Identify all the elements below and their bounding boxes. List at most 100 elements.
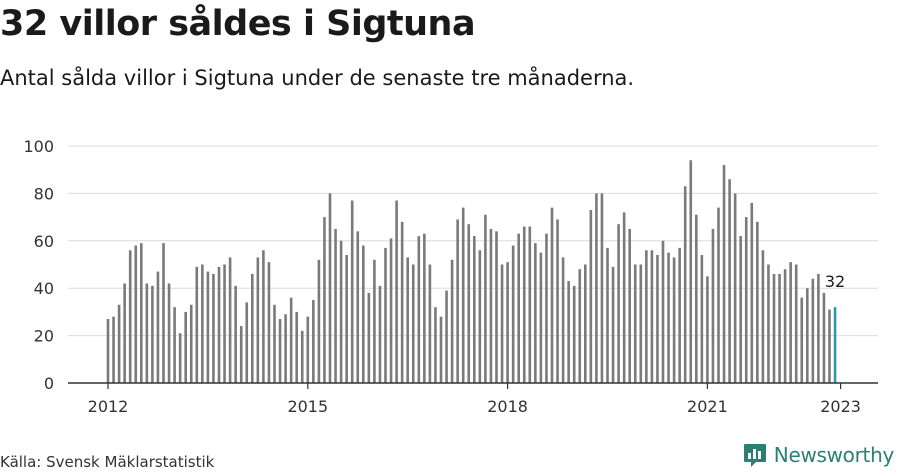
bar	[400, 221, 404, 383]
bar	[767, 264, 770, 383]
bar	[356, 231, 360, 383]
bar	[539, 252, 543, 383]
bar	[806, 288, 809, 383]
bar	[234, 285, 237, 383]
bar	[212, 273, 215, 383]
data-label-last: 32	[825, 272, 845, 291]
bar	[711, 228, 715, 383]
bar	[201, 264, 204, 383]
bar	[667, 252, 670, 383]
bar	[606, 247, 609, 383]
bar	[384, 247, 387, 383]
bar	[461, 207, 465, 383]
bar	[323, 217, 326, 383]
bar	[251, 273, 254, 383]
y-tick-label: 100	[23, 137, 54, 156]
bar	[362, 245, 365, 383]
bar	[339, 240, 343, 383]
bar	[289, 297, 293, 383]
x-tick-label: 2015	[287, 397, 328, 416]
bar	[678, 247, 681, 383]
chart-subtitle: Antal sålda villor i Sigtuna under de se…	[0, 66, 635, 90]
bar	[789, 262, 792, 383]
bar	[350, 200, 354, 383]
bar	[256, 257, 260, 383]
bar	[545, 233, 548, 383]
bar	[561, 257, 565, 383]
bar	[506, 262, 509, 383]
bar	[495, 231, 498, 383]
bar	[500, 264, 504, 383]
bar	[800, 297, 804, 383]
y-tick-label: 60	[34, 232, 54, 251]
bar	[167, 283, 171, 383]
y-tick-label: 80	[34, 184, 54, 203]
bar	[484, 214, 487, 383]
newsworthy-logo-icon	[743, 444, 766, 467]
bar	[489, 228, 493, 383]
bar	[156, 271, 160, 383]
bar	[189, 304, 193, 383]
bar	[184, 311, 187, 383]
bar-highlight	[833, 307, 837, 383]
bar	[228, 257, 232, 383]
bar	[728, 179, 731, 383]
bar	[434, 307, 437, 383]
bar	[689, 160, 693, 383]
brand-name: Newsworthy	[773, 443, 895, 467]
bar	[817, 273, 820, 383]
bar	[695, 214, 698, 383]
bar	[783, 269, 787, 383]
bar	[456, 219, 459, 383]
source-note: Källa: Svensk Mäklarstatistik	[0, 453, 215, 471]
bar	[473, 236, 476, 383]
bar	[778, 273, 781, 383]
bar	[245, 302, 249, 383]
chart-title: 32 villor såldes i Sigtuna	[0, 4, 476, 44]
bar	[828, 309, 831, 383]
bar	[556, 219, 559, 383]
bar	[284, 314, 287, 383]
bar	[273, 304, 276, 383]
brand-logo[interactable]: Newsworthy	[742, 442, 894, 468]
bar	[389, 238, 393, 383]
bar	[173, 307, 176, 383]
bar	[123, 283, 126, 383]
bar	[750, 202, 754, 383]
bar	[822, 292, 826, 383]
bar	[267, 262, 271, 383]
bar	[134, 245, 138, 383]
bar	[811, 278, 815, 383]
bar	[756, 221, 759, 383]
bar	[722, 164, 726, 383]
y-tick-label: 40	[34, 279, 54, 298]
x-tick-label: 2012	[88, 397, 129, 416]
bar	[112, 316, 115, 383]
bar	[511, 245, 515, 383]
bar	[395, 200, 398, 383]
bar	[650, 250, 654, 383]
bar	[794, 264, 798, 383]
bar	[534, 243, 537, 383]
bar	[600, 193, 604, 383]
bar	[334, 228, 337, 383]
bar	[633, 264, 637, 383]
bar	[306, 316, 310, 383]
bar	[706, 276, 709, 383]
bar	[295, 311, 298, 383]
bar	[656, 255, 659, 383]
bar	[611, 266, 615, 383]
bar	[239, 326, 243, 383]
bar	[428, 264, 432, 383]
bar	[300, 330, 304, 383]
bar	[345, 255, 348, 383]
bar	[178, 333, 182, 383]
x-tick-label: 2023	[820, 397, 861, 416]
bar	[278, 319, 282, 383]
bar	[578, 269, 582, 383]
bar	[411, 264, 415, 383]
bar	[717, 207, 720, 383]
bar	[622, 212, 626, 383]
bar	[378, 285, 382, 383]
